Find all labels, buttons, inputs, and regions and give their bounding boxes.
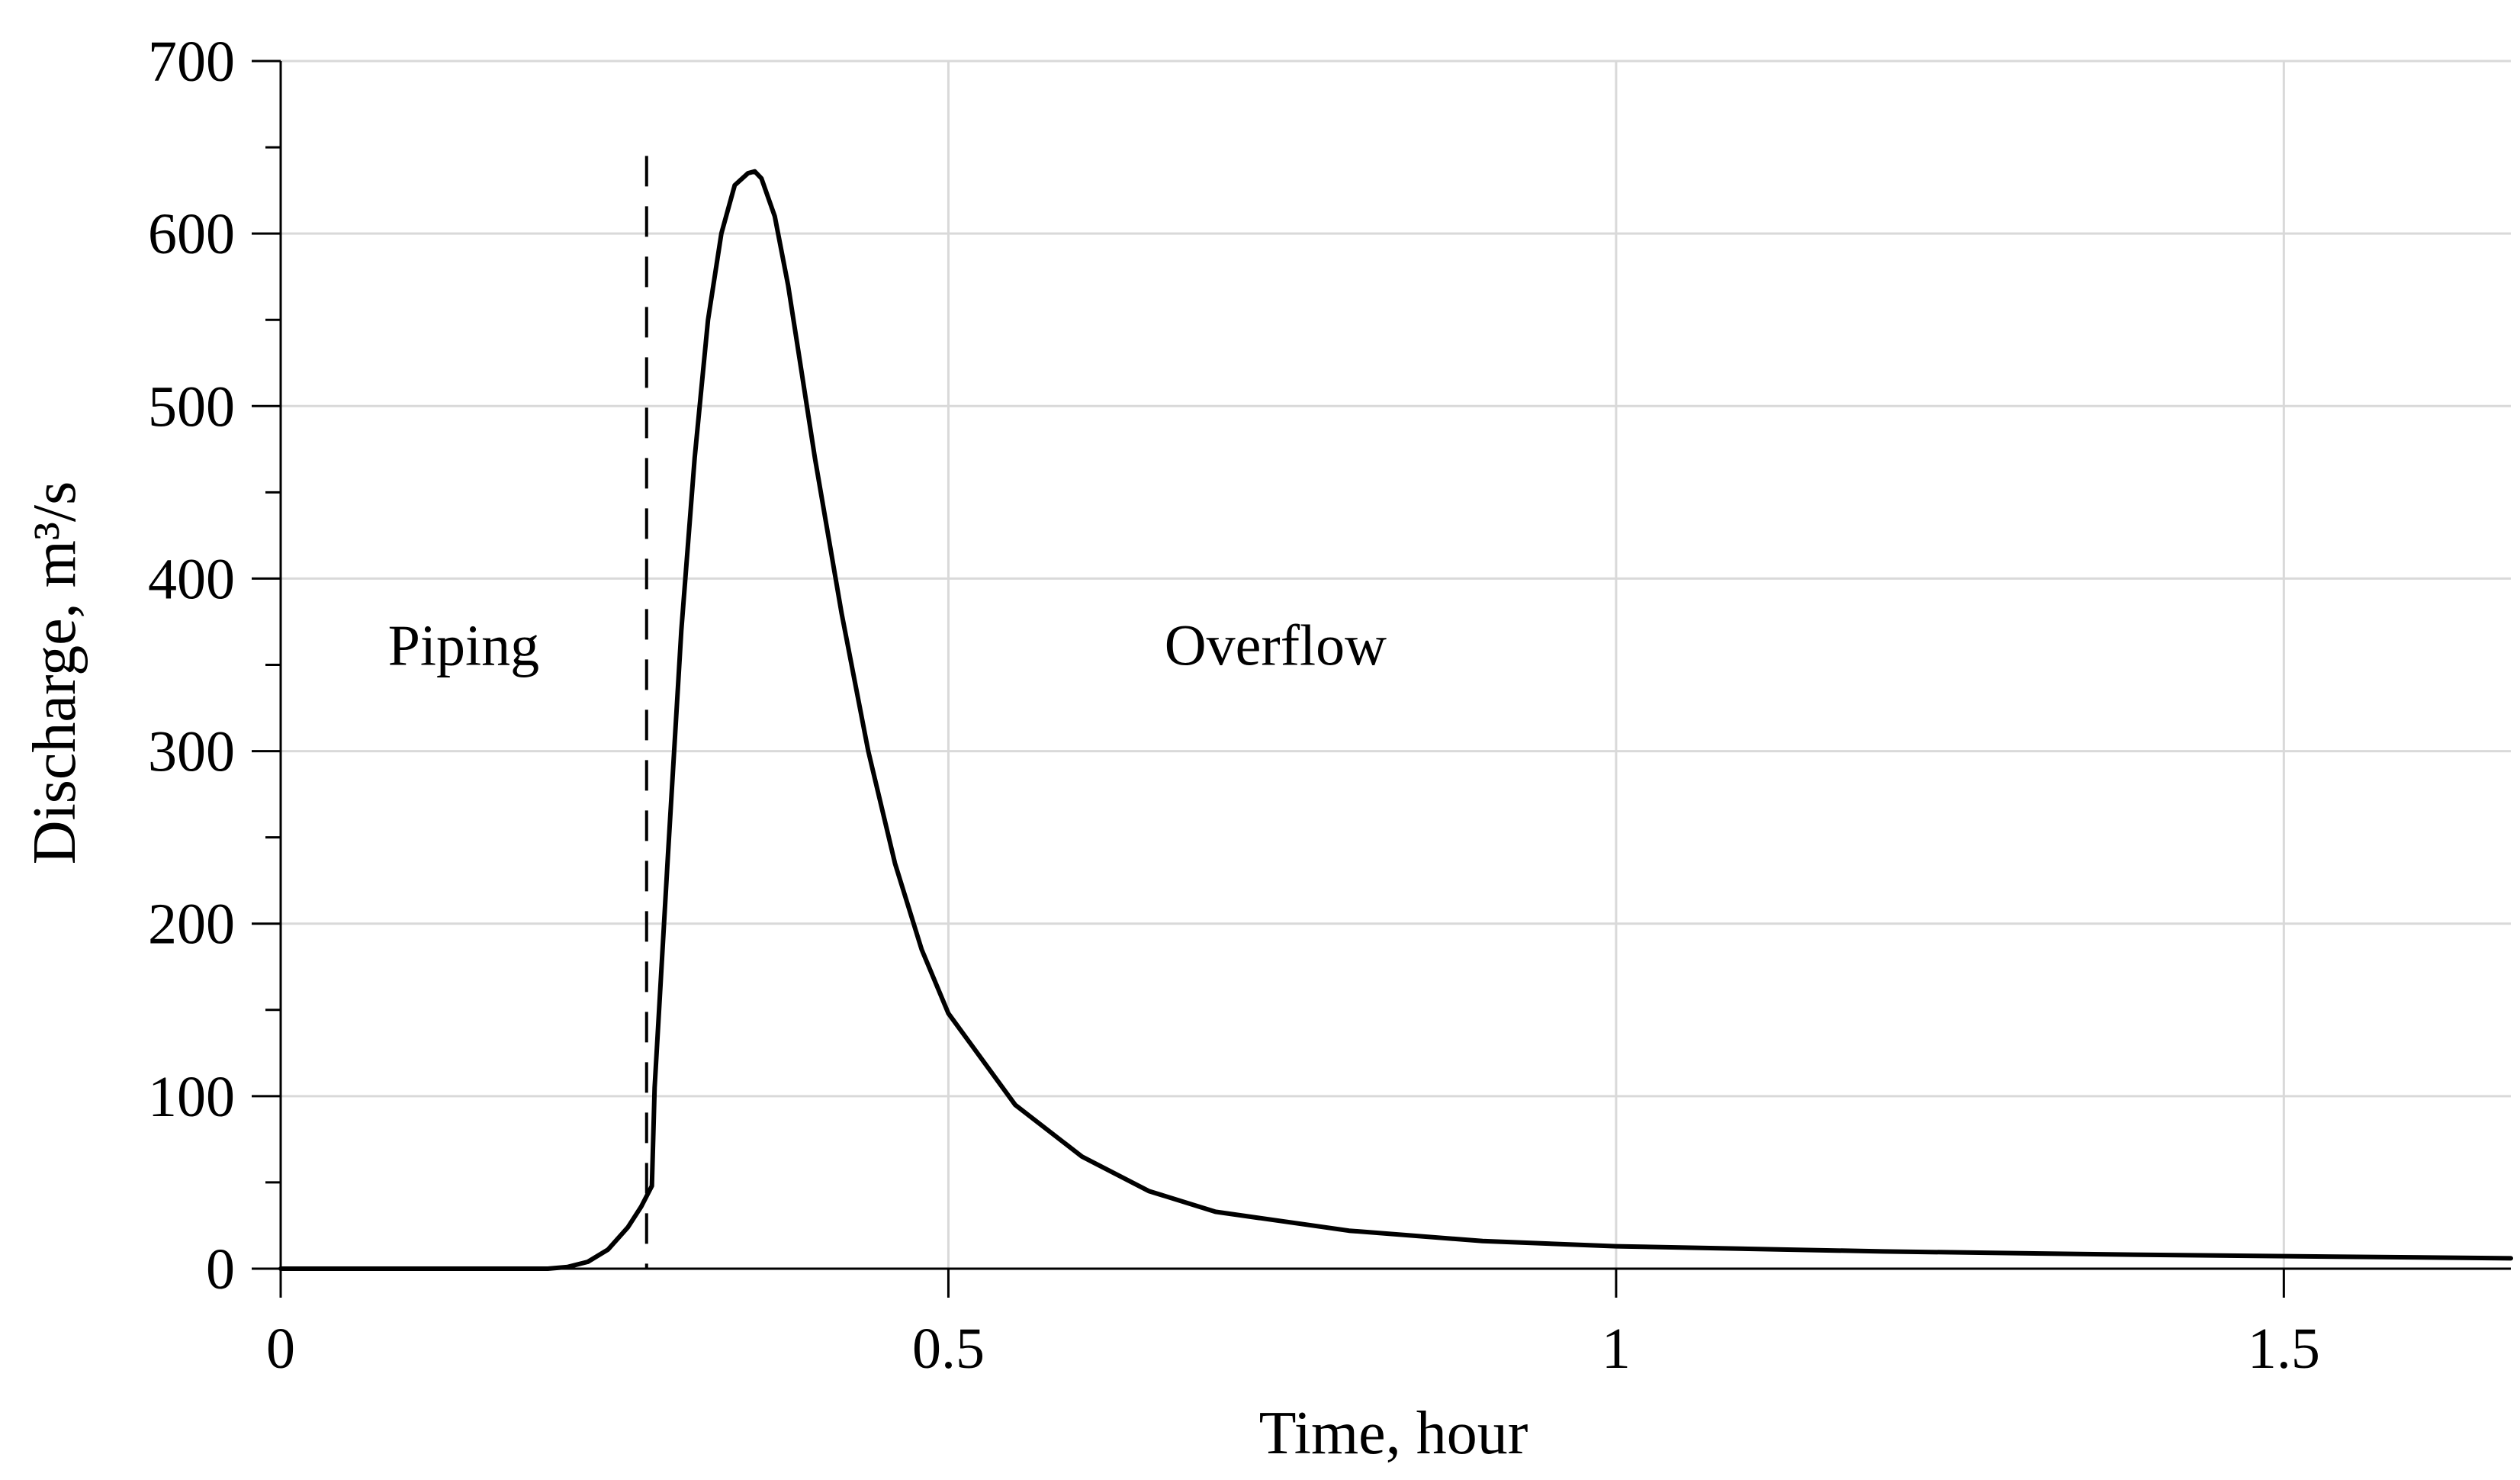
x-tick-label: 1.5 xyxy=(2248,1317,2320,1381)
y-tick-label: 500 xyxy=(148,375,235,439)
y-tick-label: 100 xyxy=(148,1065,235,1129)
x-axis-title: Time, hour xyxy=(1259,1400,1528,1467)
y-axis-title: Discharge, m³/s xyxy=(21,481,88,864)
data-layer xyxy=(278,156,2513,1271)
axis-layer xyxy=(252,60,2511,1298)
y-tick-label: 300 xyxy=(148,720,235,784)
region-annotation: Overflow xyxy=(1165,614,1387,678)
x-tick-label: 0.5 xyxy=(912,1317,985,1381)
y-tick-label: 0 xyxy=(206,1237,235,1301)
y-tick-label: 700 xyxy=(148,30,235,94)
y-tick-label: 600 xyxy=(148,202,235,266)
discharge-series-line xyxy=(278,169,2513,1271)
label-layer: 0 100 200 300 400 500 600 700 0 0.5 1 1.5 Piping Over… xyxy=(148,30,2320,1381)
y-tick-label: 400 xyxy=(148,547,235,611)
y-tick-label: 200 xyxy=(148,893,235,957)
grid-layer xyxy=(281,60,2511,1269)
x-tick-label: 1 xyxy=(1602,1317,1631,1381)
x-tick-label: 0 xyxy=(266,1317,295,1381)
region-annotation: Piping xyxy=(388,614,540,678)
